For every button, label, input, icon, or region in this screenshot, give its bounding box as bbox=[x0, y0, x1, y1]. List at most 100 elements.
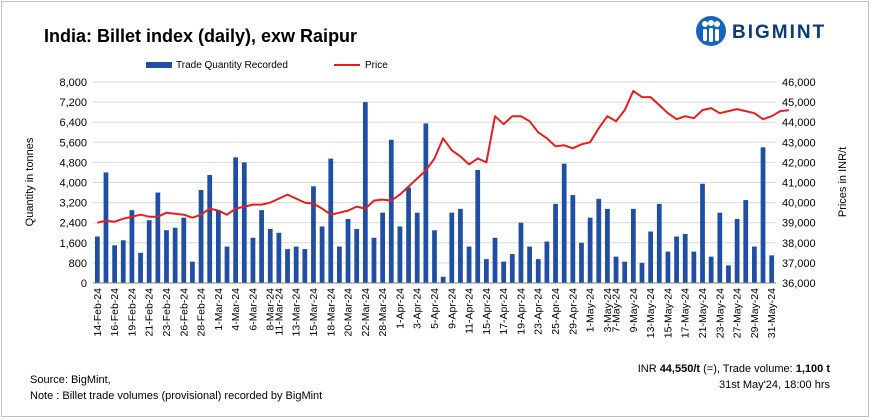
x-tick-label: 14-Feb-24 bbox=[92, 288, 104, 337]
bar bbox=[665, 251, 671, 283]
x-tick-label: 1-May-24 bbox=[585, 288, 597, 333]
bar bbox=[734, 218, 740, 283]
bar bbox=[302, 249, 308, 283]
y-tick-label: 800 bbox=[69, 258, 87, 270]
x-tick-label: 15-Mar-24 bbox=[308, 288, 320, 337]
x-tick-label: 3-May-24 bbox=[602, 288, 614, 333]
y-tick-label: 4,000 bbox=[59, 178, 87, 190]
y-tick-label: 8,000 bbox=[59, 77, 87, 89]
y-tick-label: 2,400 bbox=[59, 218, 87, 230]
bar bbox=[190, 261, 195, 283]
x-tick-label: 9-Apr-24 bbox=[446, 288, 458, 329]
bar bbox=[181, 217, 187, 283]
y-tick-label: 5,600 bbox=[59, 137, 87, 149]
bar bbox=[388, 139, 394, 283]
chart-title: India: Billet index (daily), exw Raipur bbox=[44, 26, 358, 46]
bar bbox=[674, 236, 679, 283]
x-tick-label: 13-May-24 bbox=[645, 288, 657, 338]
x-tick-label: 17-May-24 bbox=[680, 288, 692, 338]
x-tick-label: 1-Apr-24 bbox=[394, 288, 406, 329]
x-tick-label: 15-Apr-24 bbox=[481, 288, 493, 335]
bar bbox=[700, 183, 705, 283]
bar-series bbox=[94, 102, 775, 283]
x-tick-label: 25-Apr-24 bbox=[550, 288, 562, 335]
bar bbox=[483, 259, 489, 283]
x-tick-label: 29-Apr-24 bbox=[567, 288, 579, 335]
bar bbox=[345, 218, 351, 283]
bar bbox=[276, 232, 282, 283]
y2-tick-label: 36,000 bbox=[782, 278, 816, 290]
price-summary: INR 44,550/t (=), Trade volume: 1,100 t bbox=[638, 363, 830, 375]
bar bbox=[293, 246, 299, 283]
bar bbox=[518, 222, 524, 283]
price-line bbox=[97, 90, 790, 224]
x-tick-label: 19-Feb-24 bbox=[126, 288, 138, 337]
bar bbox=[656, 203, 662, 283]
bar bbox=[414, 212, 420, 283]
y2-tick-label: 39,000 bbox=[782, 218, 816, 230]
x-tick-label: 23-Apr-24 bbox=[533, 288, 545, 335]
y2-axis-title: Prices in INR/t bbox=[837, 147, 849, 217]
x-tick-label: 1-Mar-24 bbox=[213, 288, 225, 331]
y-axis-labels: 0 800 1,600 2,400 3,200 4,000 4,800 5,600 6,400 7… bbox=[59, 77, 87, 290]
x-tick-label: 28-Feb-24 bbox=[196, 288, 208, 337]
brand-logo-icon bbox=[696, 16, 726, 46]
x-tick-label: 26-Feb-24 bbox=[178, 288, 190, 337]
x-tick-label: 20-Mar-24 bbox=[343, 288, 355, 337]
x-tick-label: 23-May-24 bbox=[714, 288, 726, 338]
x-tick-label: 4-Mar-24 bbox=[230, 288, 242, 331]
y2-tick-label: 41,000 bbox=[782, 178, 816, 190]
line-series bbox=[97, 90, 790, 224]
bar bbox=[241, 162, 247, 283]
y2-tick-label: 38,000 bbox=[782, 238, 816, 250]
bar bbox=[691, 251, 697, 283]
volume-value: 1,100 t bbox=[795, 363, 830, 375]
legend-bar-label: Trade Quantity Recorded bbox=[176, 60, 288, 71]
x-tick-label: 31-May-24 bbox=[766, 288, 778, 338]
bar bbox=[207, 174, 213, 283]
bar bbox=[579, 242, 584, 283]
bar bbox=[120, 240, 126, 283]
bar bbox=[172, 227, 178, 283]
bar bbox=[449, 212, 455, 283]
bar bbox=[596, 198, 602, 283]
y-tick-label: 7,200 bbox=[59, 97, 87, 109]
y2-tick-label: 44,000 bbox=[782, 117, 816, 129]
bar bbox=[423, 123, 429, 283]
x-tick-label: 23-Feb-24 bbox=[161, 288, 173, 337]
y2-tick-label: 40,000 bbox=[782, 198, 816, 210]
bar bbox=[726, 265, 731, 283]
x-tick-label: 16-Feb-24 bbox=[109, 288, 121, 337]
bar bbox=[155, 192, 161, 283]
bar bbox=[397, 226, 403, 283]
bar bbox=[129, 210, 135, 283]
bar bbox=[328, 158, 334, 283]
bar bbox=[198, 190, 204, 283]
y2-tick-label: 43,000 bbox=[782, 137, 816, 149]
x-tick-label: 29-May-24 bbox=[749, 288, 761, 338]
bar bbox=[94, 236, 100, 283]
bar bbox=[630, 208, 636, 283]
timestamp: 31st May'24, 18:00 hrs bbox=[719, 379, 830, 391]
bar bbox=[535, 259, 541, 283]
x-tick-label: 5-Apr-24 bbox=[429, 288, 441, 329]
bar bbox=[112, 245, 117, 283]
x-tick-label: 18-Mar-24 bbox=[325, 288, 337, 337]
legend: Trade Quantity Recorded Price bbox=[146, 60, 388, 71]
volume-prefix: , Trade volume: bbox=[716, 363, 796, 375]
x-tick-label: 19-Apr-24 bbox=[516, 288, 528, 335]
bar bbox=[639, 262, 645, 283]
bar bbox=[605, 208, 610, 283]
bar bbox=[760, 147, 766, 283]
bar bbox=[553, 203, 558, 283]
bar bbox=[311, 186, 316, 283]
bar bbox=[406, 187, 411, 283]
x-tick-label: 7-May-24 bbox=[611, 288, 623, 333]
note-text: Note : Billet trade volumes (provisional… bbox=[30, 390, 323, 402]
bar bbox=[250, 237, 256, 283]
bar bbox=[319, 226, 325, 283]
x-tick-label: 15-May-24 bbox=[662, 288, 674, 338]
x-axis-labels: 14-Feb-24 16-Feb-24 19-Feb-24 21-Feb-24 23-F… bbox=[92, 288, 778, 338]
bar bbox=[587, 217, 593, 283]
